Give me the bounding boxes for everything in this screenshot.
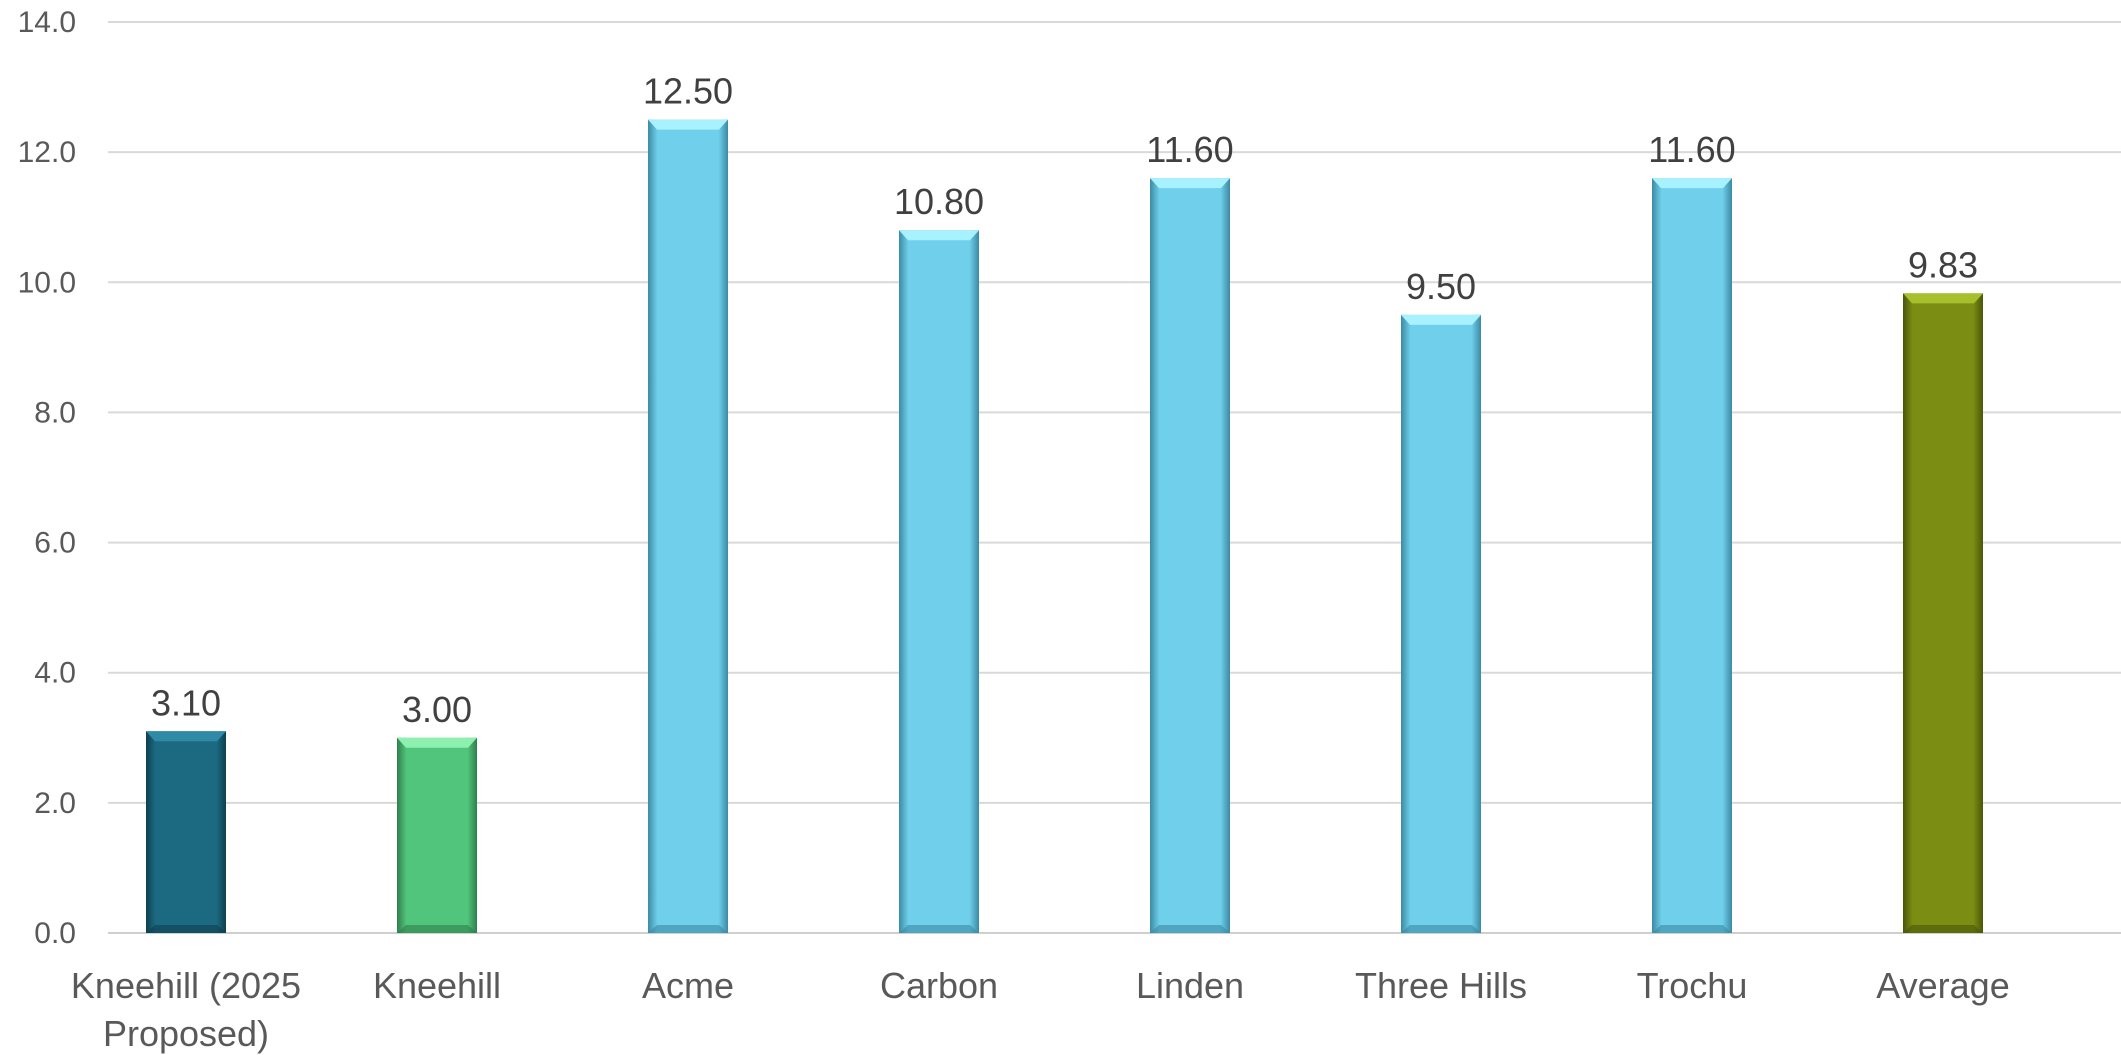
data-label: 10.80 <box>894 181 984 222</box>
y-axis: 0.0 2.0 4.0 6.0 8.0 10.0 12.0 14.0 <box>18 6 76 950</box>
bar-body <box>1150 178 1230 933</box>
category-label-line: Proposed) <box>103 1013 269 1054</box>
y-tick-label: 4.0 <box>34 657 76 690</box>
bar-body <box>1903 293 1983 933</box>
bars <box>146 119 1983 934</box>
category-label-line: Kneehill (2025 <box>71 965 301 1006</box>
category-label: Carbon <box>880 965 998 1006</box>
bar-top-bevel <box>1401 314 1481 325</box>
data-labels: 3.10 3.00 12.50 10.80 11.60 9.50 11.60 9.83 <box>151 71 1978 730</box>
bar-top-bevel <box>1652 178 1732 189</box>
y-tick-label: 14.0 <box>18 6 76 39</box>
bar-body <box>648 119 728 934</box>
y-tick-label: 12.0 <box>18 136 76 169</box>
category-label-line: Average <box>1876 965 2009 1006</box>
bar-body <box>397 737 477 933</box>
data-label: 9.83 <box>1908 244 1978 285</box>
category-label: Acme <box>642 965 734 1006</box>
bar <box>397 737 477 933</box>
bar <box>648 119 728 934</box>
category-label: Kneehill <box>373 965 501 1006</box>
bar-bottom-bevel <box>1903 925 1983 933</box>
bar-top-bevel <box>648 119 728 130</box>
bar-body <box>1401 314 1481 934</box>
category-label-line: Acme <box>642 965 734 1006</box>
bar-top-bevel <box>146 731 226 742</box>
bar-top-bevel <box>899 230 979 241</box>
y-tick-label: 0.0 <box>34 917 76 950</box>
bar-bottom-bevel <box>146 925 226 933</box>
category-label-line: Three Hills <box>1355 965 1527 1006</box>
category-label-line: Carbon <box>880 965 998 1006</box>
category-label: Trochu <box>1637 965 1748 1006</box>
data-label: 11.60 <box>1648 129 1735 170</box>
y-tick-label: 2.0 <box>34 787 76 820</box>
bar-bottom-bevel <box>899 925 979 933</box>
bar-body <box>1652 178 1732 933</box>
category-label: Average <box>1876 965 2009 1006</box>
bar-top-bevel <box>1150 178 1230 189</box>
bar <box>1652 178 1732 933</box>
bar-bottom-bevel <box>648 925 728 933</box>
data-label: 3.10 <box>151 682 221 723</box>
bar-bottom-bevel <box>1401 925 1481 933</box>
bar-top-bevel <box>397 737 477 748</box>
bar-bottom-bevel <box>1652 925 1732 933</box>
category-label: Kneehill (2025 Proposed) <box>71 965 301 1054</box>
data-label: 12.50 <box>643 71 733 112</box>
y-tick-label: 8.0 <box>34 396 76 429</box>
bar-body <box>146 731 226 933</box>
data-label: 11.60 <box>1146 129 1233 170</box>
bar-top-bevel <box>1903 293 1983 304</box>
bar-body <box>899 230 979 933</box>
bar <box>1903 293 1983 933</box>
y-tick-label: 6.0 <box>34 527 76 560</box>
y-tick-label: 10.0 <box>18 266 76 299</box>
category-label: Linden <box>1136 965 1244 1006</box>
data-label: 3.00 <box>402 689 472 730</box>
bar <box>146 731 226 933</box>
bar-bottom-bevel <box>397 925 477 933</box>
bar <box>1150 178 1230 933</box>
bar <box>1401 314 1481 934</box>
category-label-line: Kneehill <box>373 965 501 1006</box>
bar <box>899 230 979 933</box>
category-label: Three Hills <box>1355 965 1527 1006</box>
x-axis: Kneehill (2025 Proposed) Kneehill Acme Carbo… <box>71 965 2010 1054</box>
bar-bottom-bevel <box>1150 925 1230 933</box>
category-label-line: Linden <box>1136 965 1244 1006</box>
category-label-line: Trochu <box>1637 965 1748 1006</box>
data-label: 9.50 <box>1406 266 1476 307</box>
